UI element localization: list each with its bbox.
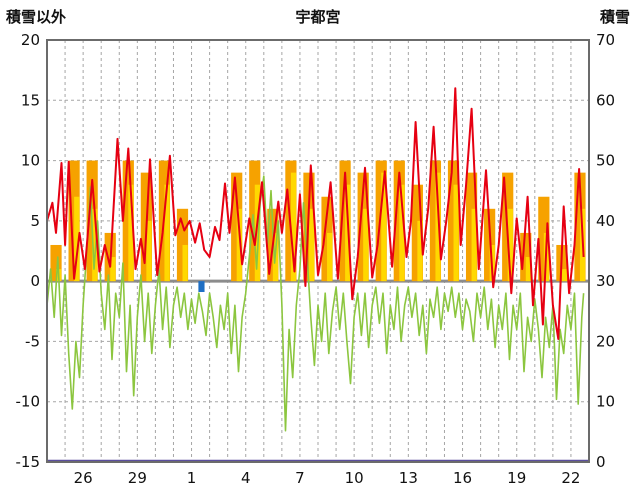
svg-text:20: 20 bbox=[21, 31, 40, 49]
svg-text:15: 15 bbox=[21, 91, 40, 109]
chart-title: 宇都宮 bbox=[295, 8, 341, 26]
svg-text:29: 29 bbox=[128, 469, 147, 487]
svg-text:22: 22 bbox=[561, 469, 580, 487]
svg-text:20: 20 bbox=[596, 332, 615, 350]
svg-text:30: 30 bbox=[596, 272, 615, 290]
svg-text:60: 60 bbox=[596, 91, 615, 109]
svg-text:1: 1 bbox=[187, 469, 197, 487]
svg-text:10: 10 bbox=[345, 469, 364, 487]
right-axis-title: 積雪 bbox=[599, 8, 630, 26]
left-axis-title: 積雪以外 bbox=[6, 8, 67, 26]
svg-text:40: 40 bbox=[596, 212, 615, 230]
svg-text:50: 50 bbox=[596, 152, 615, 170]
svg-text:-10: -10 bbox=[16, 393, 41, 411]
svg-text:10: 10 bbox=[21, 152, 40, 170]
svg-text:5: 5 bbox=[30, 212, 40, 230]
svg-text:-15: -15 bbox=[16, 453, 41, 471]
svg-text:-5: -5 bbox=[25, 332, 40, 350]
svg-text:16: 16 bbox=[453, 469, 472, 487]
svg-text:26: 26 bbox=[74, 469, 93, 487]
svg-text:0: 0 bbox=[596, 453, 606, 471]
svg-text:7: 7 bbox=[295, 469, 305, 487]
svg-text:0: 0 bbox=[30, 272, 40, 290]
svg-text:4: 4 bbox=[241, 469, 251, 487]
svg-text:70: 70 bbox=[596, 31, 615, 49]
svg-text:10: 10 bbox=[596, 393, 615, 411]
svg-text:19: 19 bbox=[507, 469, 526, 487]
svg-text:13: 13 bbox=[399, 469, 418, 487]
